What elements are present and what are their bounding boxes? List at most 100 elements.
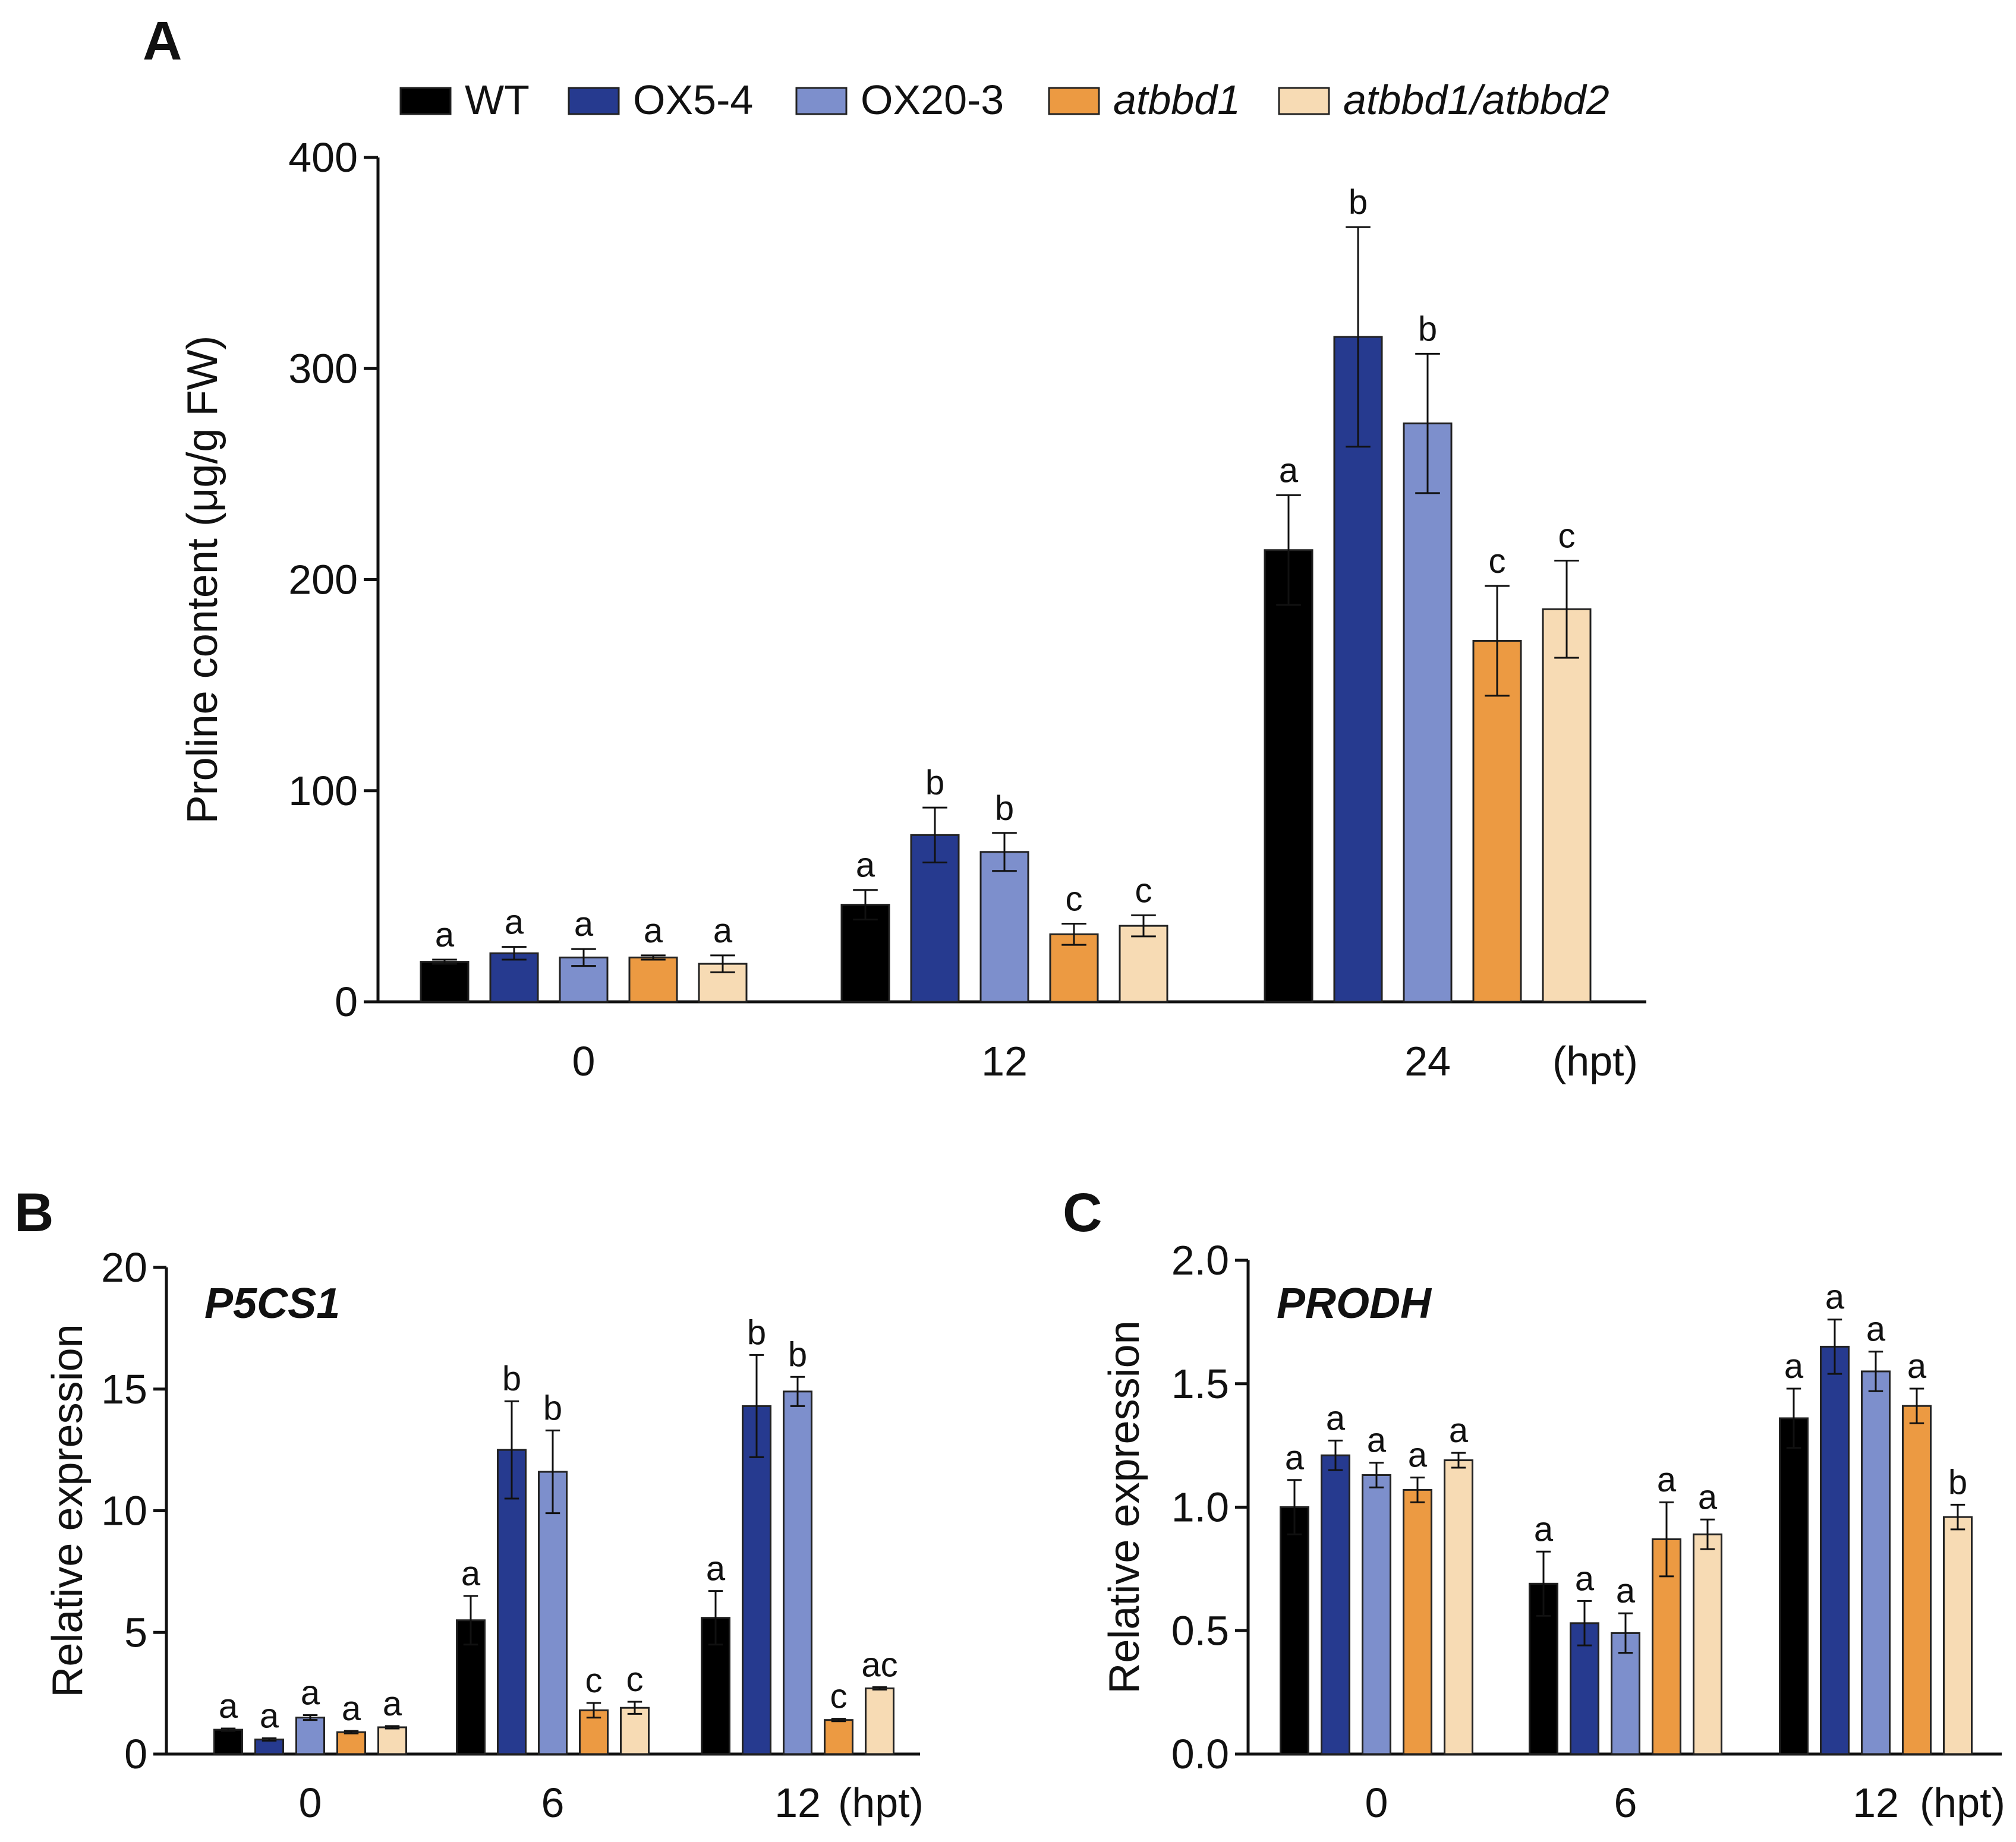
y-tick-label: 400 [288,134,358,181]
significance-letter: a [1907,1347,1927,1386]
y-axis-title: Relative expression [1101,1320,1148,1693]
y-tick-label: 1.0 [1171,1484,1229,1531]
legend-item-ox20-3: OX20-3 [795,77,1004,123]
significance-letter: a [260,1696,279,1735]
x-tick-label: 12 [774,1780,821,1826]
significance-letter: b [995,789,1014,828]
y-axis-title: Proline content (μg/g FW) [179,336,226,824]
legend-item-atbbd1: atbbd1 [1048,77,1240,123]
significance-letter: a [1449,1411,1469,1450]
significance-letter: a [1784,1347,1804,1386]
bar [1902,1405,1932,1755]
significance-letter: a [1326,1399,1346,1437]
legend-swatch [1048,87,1100,115]
significance-letter: a [461,1554,481,1593]
significance-letter: a [1616,1572,1636,1610]
bar [497,1449,527,1755]
significance-letter: c [1135,871,1152,910]
significance-letter: a [713,911,733,950]
significance-letter: a [1866,1310,1886,1349]
series-atbbd1: a a a [1403,1347,1932,1755]
significance-letter: a [856,846,875,885]
bar [1280,1506,1309,1755]
significance-letter: a [1279,451,1299,490]
x-tick-label: 0 [1365,1780,1388,1826]
x-tick-label: 0 [572,1038,596,1084]
significance-letter: b [502,1360,521,1398]
bar [336,1731,366,1755]
significance-letter: a [1367,1421,1387,1460]
bar [420,961,470,1003]
bar [628,956,678,1003]
series-atbbd1-atbbd2: a c c [698,517,1592,1003]
y-tick-label: 100 [288,768,358,814]
bar [1264,549,1313,1003]
bar [1403,1488,1432,1755]
legend-item-ox5-4: OX5-4 [568,77,753,123]
y-tick-label: 0 [335,979,358,1025]
x-tick-label: 12 [981,1038,1028,1084]
significance-letter: b [1418,310,1437,348]
significance-letter: a [706,1550,726,1588]
legend-label: atbbd1 [1113,77,1240,123]
y-tick-label: 0.5 [1171,1607,1229,1654]
significance-letter: c [1558,517,1576,556]
panel-letter: B [14,1182,53,1243]
y-tick-label: 15 [101,1366,147,1412]
series-ox5-4: abb [254,1313,771,1755]
legend-swatch [1278,87,1330,115]
series-ox5-4: a b b [489,183,1383,1003]
significance-letter: c [1066,880,1083,919]
series-ox20-3: a b b [559,310,1453,1003]
panel-a: A 0 100 200 300 400 Proline content (μg/g FW) 0… [143,11,1646,1084]
bar [1321,1454,1350,1755]
series-wt: a a a [420,451,1313,1003]
x-tick-label: 24 [1404,1038,1451,1084]
panel-c: C 0.0 0.5 1.0 1.5 2.0 Relative expression PRODH… [1063,1182,2005,1826]
significance-letter: a [301,1673,320,1712]
bar [1693,1533,1722,1755]
x-tick-label: 0 [299,1780,322,1826]
bar [254,1738,284,1755]
panel-letter: A [143,11,182,71]
legend-swatch [399,87,452,115]
y-tick-label: 200 [288,557,358,603]
gene-label: PRODH [1277,1280,1432,1327]
significance-letter: ac [861,1645,897,1684]
significance-letter: c [830,1677,848,1716]
bar [213,1729,243,1755]
bar [1861,1370,1891,1755]
series-atbbd1: a c c [628,542,1522,1003]
bar [979,851,1029,1003]
legend-swatch [795,87,848,115]
bar [538,1471,568,1755]
y-tick-label: 0.0 [1171,1731,1229,1777]
significance-letter: a [342,1689,361,1728]
significance-letter: b [1349,183,1368,222]
bar [742,1405,771,1755]
bar [1333,336,1383,1003]
y-tick-label: 300 [288,345,358,392]
significance-letter: a [435,916,455,954]
bar [377,1726,407,1755]
y-tick-label: 10 [101,1488,147,1534]
bar [1779,1417,1809,1755]
y-tick-label: 5 [124,1609,147,1655]
bar [1119,925,1168,1003]
series-atbbd1-atbbd2: ac ac [377,1645,898,1755]
gene-label: P5CS1 [204,1280,340,1327]
bar [1472,640,1522,1003]
legend: WT OX5-4 OX20-3 atbbd1 atbbd1/atbbd2 [399,77,1609,123]
significance-letter: a [1534,1510,1554,1548]
bar [783,1390,812,1755]
y-tick-label: 20 [101,1244,147,1291]
significance-letter: b [788,1335,807,1374]
x-unit-label: (hpt) [838,1780,924,1826]
significance-letter: a [1698,1478,1718,1516]
significance-letter: a [574,905,594,944]
bar [1403,422,1453,1003]
